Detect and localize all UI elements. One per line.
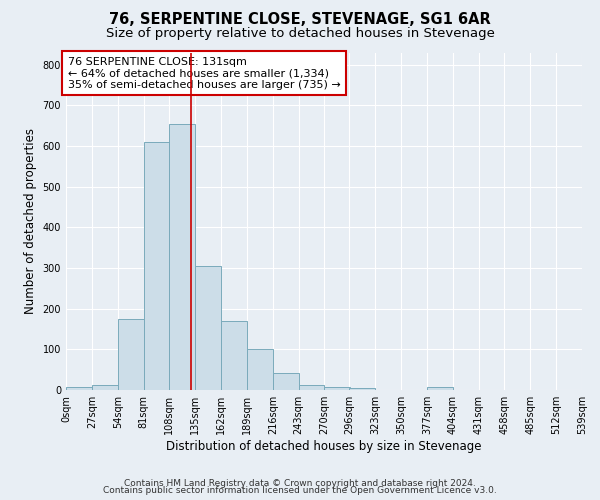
X-axis label: Distribution of detached houses by size in Stevenage: Distribution of detached houses by size … <box>166 440 482 453</box>
Bar <box>349 388 375 390</box>
Bar <box>247 350 273 390</box>
Text: 76, SERPENTINE CLOSE, STEVENAGE, SG1 6AR: 76, SERPENTINE CLOSE, STEVENAGE, SG1 6AR <box>109 12 491 28</box>
Text: Contains HM Land Registry data © Crown copyright and database right 2024.: Contains HM Land Registry data © Crown c… <box>124 478 476 488</box>
Bar <box>273 373 299 390</box>
Bar <box>118 319 143 390</box>
Bar <box>221 321 247 390</box>
Bar <box>325 386 350 390</box>
Bar <box>143 142 169 390</box>
Text: Contains public sector information licensed under the Open Government Licence v3: Contains public sector information licen… <box>103 486 497 495</box>
Bar <box>427 386 453 390</box>
Text: 76 SERPENTINE CLOSE: 131sqm
← 64% of detached houses are smaller (1,334)
35% of : 76 SERPENTINE CLOSE: 131sqm ← 64% of det… <box>68 56 341 90</box>
Bar <box>169 124 195 390</box>
Text: Size of property relative to detached houses in Stevenage: Size of property relative to detached ho… <box>106 28 494 40</box>
Bar <box>299 384 325 390</box>
Y-axis label: Number of detached properties: Number of detached properties <box>24 128 37 314</box>
Bar <box>92 384 118 390</box>
Bar <box>195 266 221 390</box>
Bar <box>66 386 92 390</box>
